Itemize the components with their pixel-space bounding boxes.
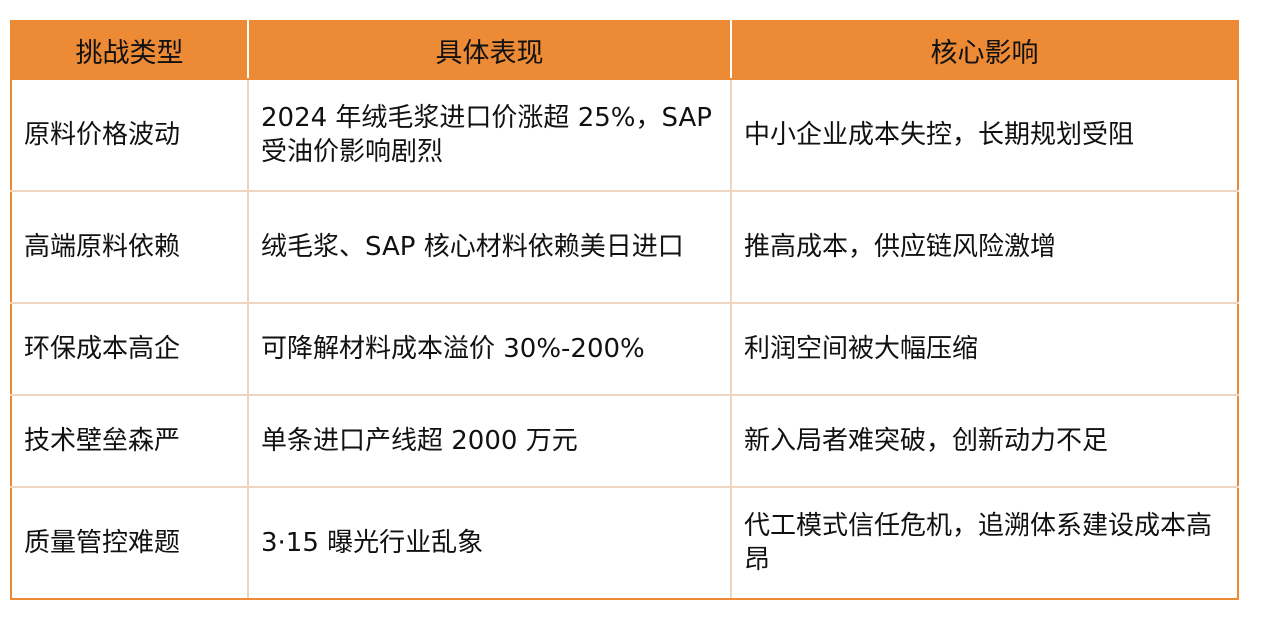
table-row: 技术壁垒森严 单条进口产线超 2000 万元 新入局者难突破，创新动力不足	[10, 394, 1239, 488]
table-row: 原料价格波动 2024 年绒毛浆进口价涨超 25%，SAP 受油价影响剧烈 中小…	[10, 78, 1239, 192]
cell-specific-performance: 2024 年绒毛浆进口价涨超 25%，SAP 受油价影响剧烈	[247, 78, 732, 192]
cell-challenge-type: 环保成本高企	[10, 302, 249, 396]
cell-challenge-type: 高端原料依赖	[10, 190, 249, 304]
table-header-row: 挑战类型 具体表现 核心影响	[10, 20, 1239, 80]
cell-challenge-type: 原料价格波动	[10, 78, 249, 192]
cell-core-impact: 新入局者难突破，创新动力不足	[730, 394, 1239, 488]
cell-specific-performance: 可降解材料成本溢价 30%-200%	[247, 302, 732, 396]
header-specific-performance: 具体表现	[247, 20, 732, 80]
header-core-impact: 核心影响	[730, 20, 1239, 80]
table-row: 高端原料依赖 绒毛浆、SAP 核心材料依赖美日进口 推高成本，供应链风险激增	[10, 190, 1239, 304]
table-row: 环保成本高企 可降解材料成本溢价 30%-200% 利润空间被大幅压缩	[10, 302, 1239, 396]
cell-challenge-type: 技术壁垒森严	[10, 394, 249, 488]
cell-specific-performance: 单条进口产线超 2000 万元	[247, 394, 732, 488]
challenge-table-container: 挑战类型 具体表现 核心影响 原料价格波动 2024 年绒毛浆进口价涨超 25%…	[10, 20, 1239, 600]
cell-core-impact: 中小企业成本失控，长期规划受阻	[730, 78, 1239, 192]
table-row: 质量管控难题 3·15 曝光行业乱象 代工模式信任危机，追溯体系建设成本高昂	[10, 486, 1239, 600]
cell-specific-performance: 绒毛浆、SAP 核心材料依赖美日进口	[247, 190, 732, 304]
challenge-table: 挑战类型 具体表现 核心影响 原料价格波动 2024 年绒毛浆进口价涨超 25%…	[10, 20, 1239, 600]
header-challenge-type: 挑战类型	[10, 20, 249, 80]
cell-challenge-type: 质量管控难题	[10, 486, 249, 600]
cell-core-impact: 代工模式信任危机，追溯体系建设成本高昂	[730, 486, 1239, 600]
cell-specific-performance: 3·15 曝光行业乱象	[247, 486, 732, 600]
cell-core-impact: 利润空间被大幅压缩	[730, 302, 1239, 396]
cell-core-impact: 推高成本，供应链风险激增	[730, 190, 1239, 304]
